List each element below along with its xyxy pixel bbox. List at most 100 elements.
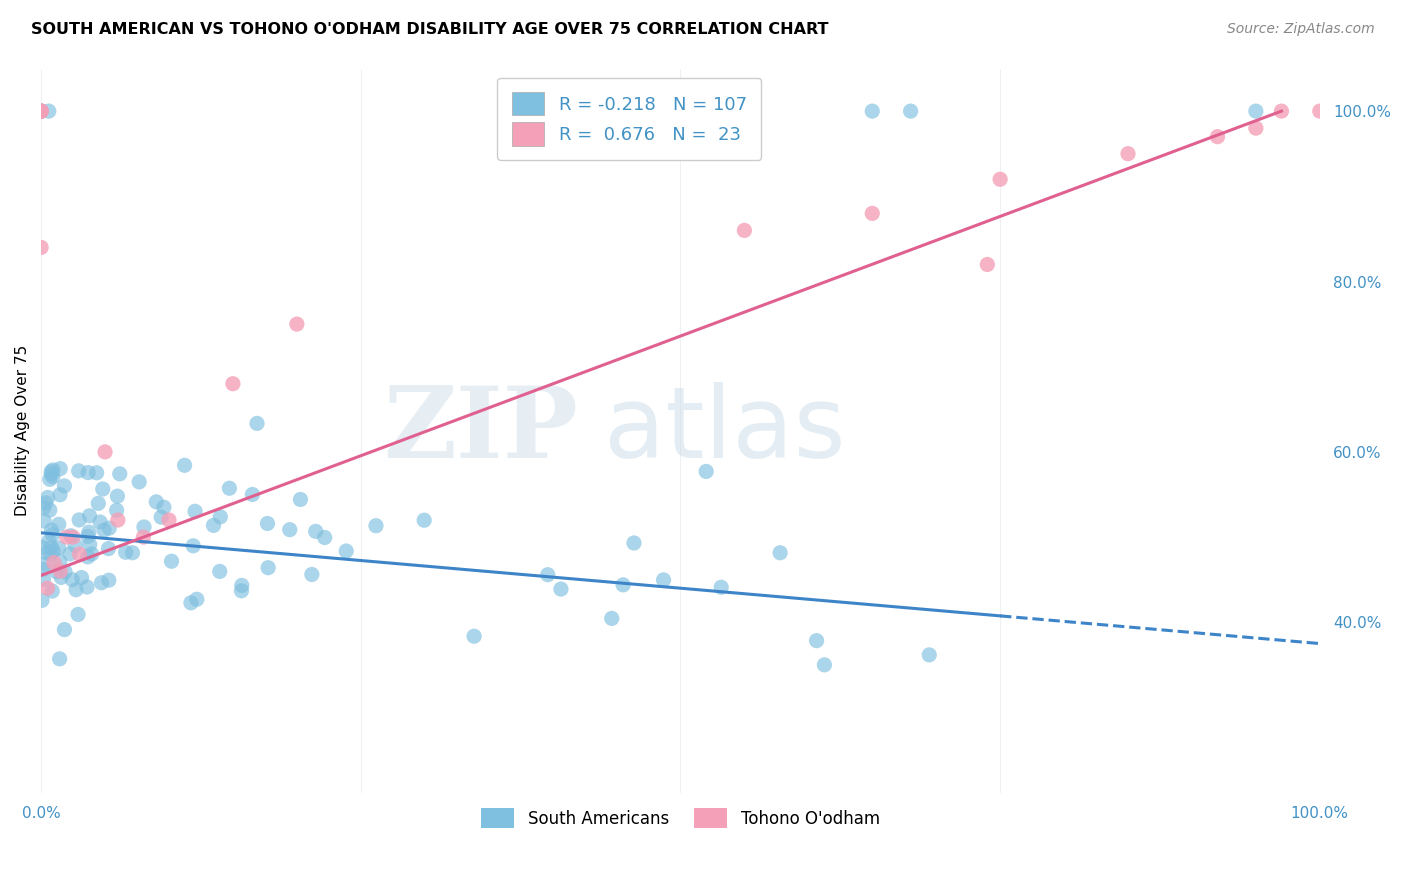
Point [32,500,55,515]
Point [59,529,82,543]
Point [107,489,129,503]
Point [32,573,55,587]
Point [976,257,998,271]
Point [132,520,155,534]
Point [988,172,1011,186]
Point [278,523,301,537]
Point [69,547,91,561]
Point [97,573,120,587]
Point [918,648,941,662]
Point [76,580,98,594]
Point [1309,104,1331,119]
Point [181,539,204,553]
Point [160,554,183,568]
Point [107,513,129,527]
Point [290,492,312,507]
Point [42,470,65,484]
Point [537,567,560,582]
Point [41,523,63,537]
Point [42,463,65,477]
Text: SOUTH AMERICAN VS TOHONO O'ODHAM DISABILITY AGE OVER 75 CORRELATION CHART: SOUTH AMERICAN VS TOHONO O'ODHAM DISABIL… [31,22,828,37]
Point [30,104,52,119]
Point [364,518,387,533]
Point [67,464,90,478]
Point [153,500,176,515]
Point [67,607,90,622]
Point [695,465,717,479]
Point [30,104,52,119]
Point [180,596,202,610]
Point [60,573,83,587]
Point [305,524,328,539]
Legend: South Americans, Tohono O'odham: South Americans, Tohono O'odham [474,801,886,835]
Point [53,479,76,493]
Point [769,546,792,560]
Point [813,657,835,672]
Point [39,465,62,479]
Point [55,530,77,544]
Point [62,530,84,544]
Point [208,565,231,579]
Point [51,570,73,584]
Point [41,527,63,541]
Point [38,534,60,549]
Text: Source: ZipAtlas.com: Source: ZipAtlas.com [1227,22,1375,37]
Point [53,623,76,637]
Point [806,633,828,648]
Point [79,508,101,523]
Point [39,547,62,561]
Point [38,104,60,119]
Point [87,496,110,510]
Point [231,578,253,592]
Point [246,417,269,431]
Point [30,104,52,119]
Point [30,104,52,119]
Point [41,541,63,555]
Point [173,458,195,473]
Point [48,517,70,532]
Point [53,565,76,579]
Point [463,629,485,643]
Point [34,557,56,571]
Point [94,445,117,459]
Point [218,481,240,495]
Point [38,472,60,486]
Point [202,518,225,533]
Point [623,536,645,550]
Point [35,496,58,510]
Point [1206,129,1229,144]
Point [1116,146,1139,161]
Point [860,206,883,220]
Point [97,541,120,556]
Point [76,529,98,543]
Point [31,541,53,555]
Point [184,504,207,518]
Point [132,530,155,544]
Text: atlas: atlas [603,382,845,479]
Point [49,461,72,475]
Point [128,475,150,489]
Point [32,562,55,576]
Point [121,546,143,560]
Point [30,104,52,119]
Point [70,571,93,585]
Point [600,611,623,625]
Point [257,560,280,574]
Point [652,573,675,587]
Point [31,593,53,607]
Point [79,537,101,551]
Point [91,482,114,496]
Point [48,541,70,555]
Point [38,503,60,517]
Point [231,583,253,598]
Point [32,514,55,528]
Point [41,467,63,481]
Point [76,549,98,564]
Point [612,578,634,592]
Point [108,467,131,481]
Point [45,565,67,579]
Point [63,538,86,552]
Point [93,523,115,537]
Point [77,525,100,540]
Point [256,516,278,531]
